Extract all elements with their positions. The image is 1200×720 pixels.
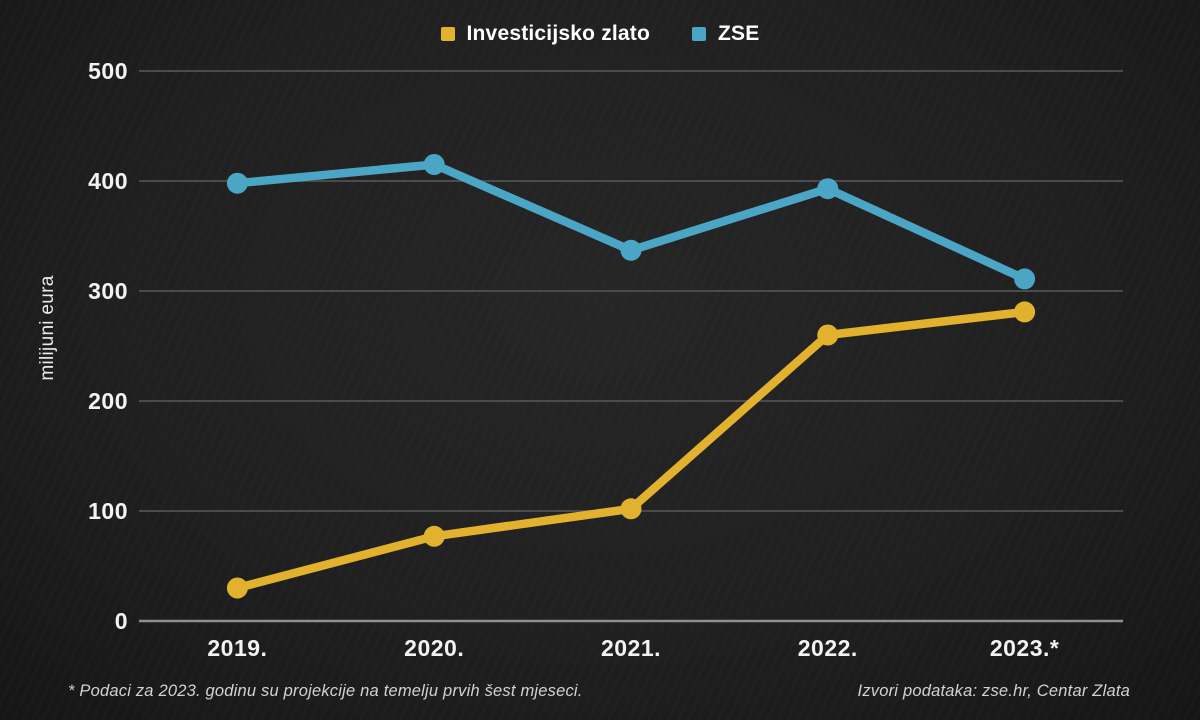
data-point-marker — [620, 498, 642, 520]
data-point-marker — [620, 239, 642, 261]
legend-label: Investicijsko zlato — [466, 22, 651, 45]
legend-label: ZSE — [718, 22, 760, 45]
legend-swatch-icon — [692, 27, 707, 41]
plot-area — [139, 70, 1123, 623]
data-point-marker — [1014, 268, 1036, 290]
line-chart-canvas — [139, 70, 1123, 623]
series-line-investicijsko-zlato — [233, 307, 1029, 593]
x-tick-label: 2022. — [797, 635, 858, 661]
data-point-marker — [817, 178, 839, 200]
y-tick-label: 0 — [114, 608, 128, 634]
y-tick-label: 200 — [88, 388, 128, 414]
data-point-marker — [1014, 301, 1036, 323]
x-tick-label: 2020. — [404, 635, 465, 661]
y-tick-label: 500 — [88, 58, 128, 84]
legend-swatch-icon — [440, 27, 455, 41]
data-point-marker — [817, 324, 839, 346]
data-point-marker — [423, 154, 445, 175]
footnote-projection-note: * Podaci za 2023. godinu su projekcije n… — [68, 682, 583, 700]
footnote-data-sources: Izvori podataka: zse.hr, Centar Zlata — [857, 682, 1130, 700]
chart-legend: Investicijsko zlato ZSE — [0, 22, 1200, 46]
legend-item-investicijsko-zlato: Investicijsko zlato — [440, 22, 651, 46]
data-point-marker — [226, 577, 248, 599]
y-tick-label: 400 — [88, 168, 128, 194]
data-point-marker — [226, 172, 248, 194]
x-tick-label: 2021. — [600, 635, 662, 661]
y-tick-label: 300 — [88, 278, 128, 304]
legend-item-zse: ZSE — [692, 22, 759, 46]
data-point-marker — [423, 525, 445, 547]
x-tick-label: 2019. — [207, 635, 268, 661]
y-tick-label: 100 — [88, 498, 128, 524]
x-tick-label: 2023.* — [989, 635, 1060, 661]
